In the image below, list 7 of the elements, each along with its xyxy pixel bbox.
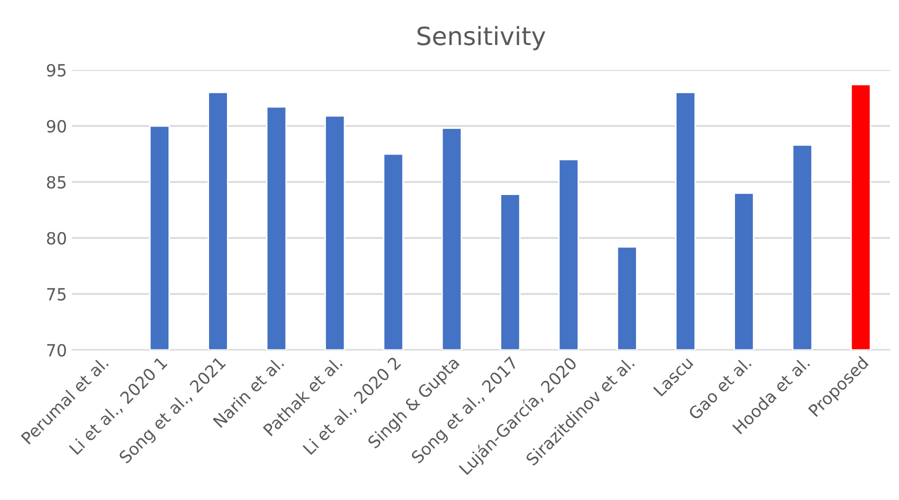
y-tick-label: 85	[46, 176, 66, 189]
y-tick-label: 95	[46, 64, 66, 77]
chart-title: Sensitivity	[418, 26, 546, 50]
y-tick-label: 90	[46, 120, 66, 133]
y-tick-label: 80	[46, 232, 66, 245]
y-tick-label: 75	[47, 288, 66, 301]
y-tick-label: 70	[47, 344, 66, 357]
